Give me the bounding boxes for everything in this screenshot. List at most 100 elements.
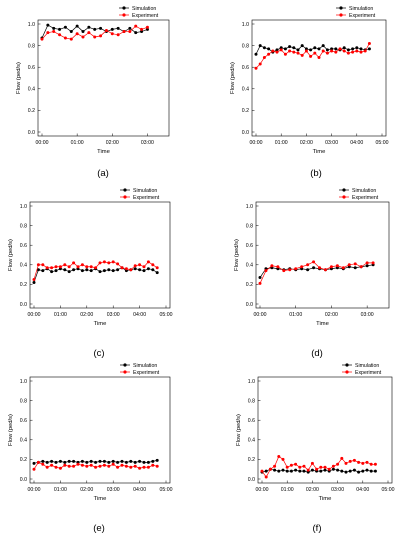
x-axis-label: Time (97, 149, 110, 155)
data-point (142, 269, 146, 273)
y-tick-label: 1.0 (20, 204, 27, 210)
data-point (351, 50, 355, 54)
legend-label: Simulation (133, 188, 157, 194)
data-point (107, 464, 111, 468)
data-point (58, 33, 62, 37)
data-point (89, 463, 93, 467)
x-axis-label: Time (94, 321, 107, 327)
data-point (342, 49, 346, 53)
data-point (298, 469, 302, 473)
y-tick-label: 0.8 (246, 223, 253, 229)
data-point (151, 263, 155, 267)
data-point (254, 66, 258, 70)
x-tick-label: 00:00 (254, 312, 267, 318)
data-point (296, 48, 300, 52)
data-point (155, 458, 159, 462)
data-point (32, 467, 36, 471)
data-point (315, 467, 319, 471)
x-tick-label: 04:00 (356, 487, 369, 493)
y-tick-label: 0.0 (248, 477, 255, 483)
x-tick-label: 04:00 (133, 487, 146, 493)
y-tick-label: 0.6 (20, 243, 27, 249)
x-tick-label: 00:00 (28, 312, 41, 318)
data-point (128, 30, 132, 34)
data-point (67, 464, 71, 468)
data-point (41, 263, 45, 267)
y-tick-label: 0.0 (242, 130, 249, 136)
data-point (273, 464, 277, 468)
data-point (85, 460, 89, 464)
data-point (363, 49, 367, 53)
data-point (145, 25, 149, 29)
data-point (138, 466, 142, 470)
plot-frame (257, 376, 393, 484)
data-point (325, 51, 329, 55)
data-point (282, 269, 286, 273)
panel-caption: (f) (313, 523, 322, 534)
x-tick-label: 01:00 (281, 487, 294, 493)
data-point (352, 468, 356, 472)
data-point (85, 464, 89, 468)
data-point (146, 460, 150, 464)
data-point (346, 51, 350, 55)
data-point (116, 465, 120, 469)
x-axis-label: Time (313, 149, 326, 155)
y-tick-label: 0.8 (20, 223, 27, 229)
data-point (140, 30, 144, 34)
data-point (313, 51, 317, 55)
data-point (277, 469, 281, 473)
data-point (365, 460, 369, 464)
legend-marker (123, 195, 127, 199)
data-point (124, 460, 128, 464)
chart-panel: 0.0 0.2 0.4 0.6 0.8 1.0 00:00 01:00 02:00 03:00 04… (236, 363, 395, 534)
y-tick-label: 1.0 (28, 22, 35, 28)
data-point (262, 55, 266, 59)
x-tick-label: 02:00 (300, 140, 313, 146)
data-point (54, 269, 58, 273)
data-point (279, 48, 283, 52)
panel-caption: (d) (311, 348, 323, 359)
data-point (357, 470, 361, 474)
data-point (52, 30, 56, 34)
y-tick-label: 0.2 (28, 108, 35, 114)
data-point (321, 49, 325, 53)
data-point (285, 465, 289, 469)
data-point (258, 276, 262, 280)
data-point (98, 464, 102, 468)
data-point (270, 264, 274, 268)
x-tick-label: 00:00 (250, 140, 263, 146)
data-point (373, 462, 377, 466)
data-point (134, 24, 138, 28)
data-point (321, 44, 325, 48)
series-line (255, 45, 370, 55)
data-point (151, 459, 155, 463)
data-point (371, 261, 375, 265)
legend-marker (345, 370, 349, 374)
data-point (346, 48, 350, 52)
data-point (344, 470, 348, 474)
y-axis-label: Flow (ped/s) (16, 62, 22, 94)
data-point (264, 469, 268, 473)
legend-label: Experiment (349, 13, 376, 19)
data-point (67, 270, 71, 274)
data-point (72, 268, 76, 272)
data-point (72, 464, 76, 468)
y-tick-label: 0.6 (246, 243, 253, 249)
data-point (50, 459, 54, 463)
x-tick-label: 03:00 (331, 487, 344, 493)
data-point (128, 26, 132, 30)
data-point (63, 25, 67, 29)
data-point (258, 44, 262, 48)
data-point (369, 469, 373, 473)
data-point (54, 460, 58, 464)
data-point (54, 465, 58, 469)
data-point (264, 269, 268, 273)
data-point (285, 469, 289, 473)
data-point (76, 462, 80, 466)
data-point (288, 45, 292, 49)
data-point (283, 47, 287, 51)
panel-caption: (a) (97, 168, 109, 179)
chart-panel: 0.0 0.2 0.4 0.6 0.8 1.0 00:00 01:00 02:00 03:00 Ti… (234, 188, 390, 359)
y-tick-label: 0.2 (20, 457, 27, 463)
y-tick-label: 1.0 (20, 379, 27, 385)
